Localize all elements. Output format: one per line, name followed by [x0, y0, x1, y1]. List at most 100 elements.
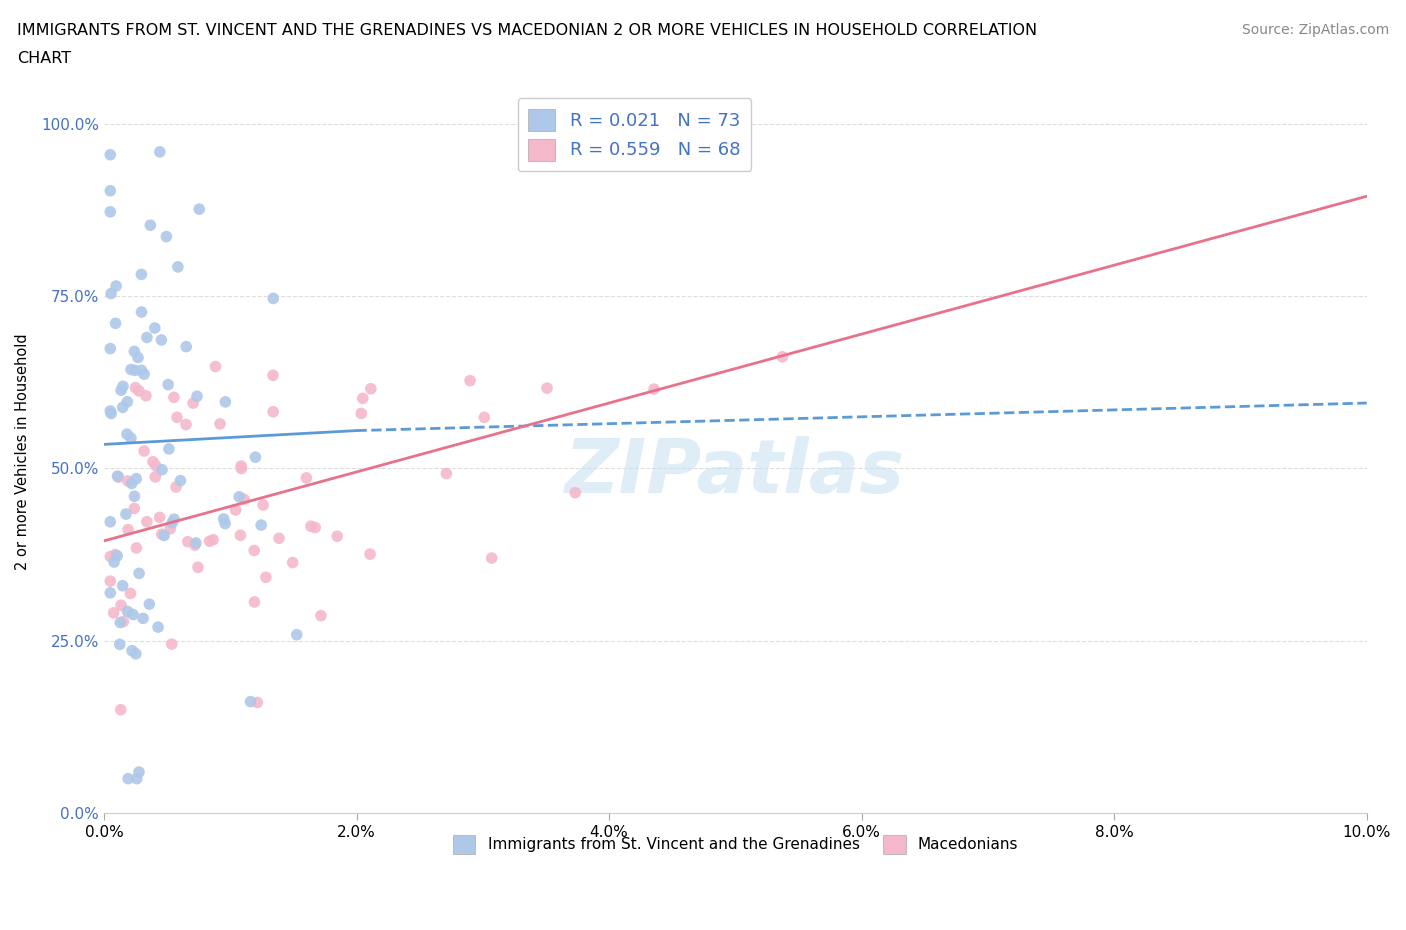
Point: [186, 389, 208, 404]
Point: [231, 461, 253, 476]
Point: [104, 316, 127, 331]
Point: [150, 526, 173, 541]
Point: [229, 528, 252, 543]
Point: [143, 470, 166, 485]
Point: [304, 520, 326, 535]
Point: [643, 381, 665, 396]
Point: [112, 614, 135, 629]
Point: [159, 521, 181, 536]
Point: [121, 476, 143, 491]
Point: [772, 350, 794, 365]
Point: [295, 471, 318, 485]
Point: [124, 489, 146, 504]
Point: [184, 536, 207, 551]
Point: [169, 473, 191, 488]
Point: [165, 480, 187, 495]
Point: [98, 183, 121, 198]
Y-axis label: 2 or more Vehicles in Household: 2 or more Vehicles in Household: [15, 333, 30, 569]
Point: [163, 512, 186, 526]
Point: [98, 404, 121, 418]
Point: [214, 516, 236, 531]
Point: [124, 501, 146, 516]
Point: [243, 594, 266, 609]
Point: [472, 410, 495, 425]
Text: CHART: CHART: [17, 51, 70, 66]
Point: [125, 646, 148, 661]
Point: [132, 611, 155, 626]
Point: [187, 560, 209, 575]
Text: IMMIGRANTS FROM ST. VINCENT AND THE GRENADINES VS MACEDONIAN 2 OR MORE VEHICLES : IMMIGRANTS FROM ST. VINCENT AND THE GREN…: [17, 23, 1038, 38]
Point: [166, 410, 188, 425]
Point: [309, 608, 332, 623]
Point: [198, 534, 221, 549]
Point: [120, 431, 142, 445]
Point: [174, 417, 197, 432]
Point: [262, 291, 284, 306]
Point: [107, 469, 129, 484]
Point: [108, 637, 131, 652]
Point: [155, 229, 177, 244]
Point: [225, 502, 247, 517]
Point: [98, 514, 121, 529]
Point: [100, 286, 122, 301]
Point: [131, 267, 153, 282]
Point: [252, 498, 274, 512]
Point: [434, 466, 457, 481]
Point: [139, 218, 162, 232]
Point: [117, 394, 139, 409]
Point: [150, 333, 173, 348]
Point: [188, 202, 211, 217]
Point: [142, 455, 165, 470]
Point: [128, 764, 150, 779]
Point: [98, 341, 121, 356]
Point: [135, 514, 157, 529]
Point: [127, 350, 149, 365]
Point: [103, 554, 125, 569]
Point: [163, 390, 186, 405]
Point: [121, 644, 143, 658]
Point: [110, 383, 132, 398]
Point: [120, 586, 142, 601]
Point: [239, 694, 262, 709]
Point: [458, 373, 481, 388]
Point: [162, 515, 184, 530]
Point: [117, 473, 139, 488]
Point: [115, 507, 138, 522]
Point: [145, 458, 167, 473]
Point: [111, 578, 134, 593]
Point: [285, 627, 308, 642]
Point: [98, 585, 121, 600]
Point: [146, 619, 169, 634]
Point: [267, 531, 290, 546]
Point: [352, 391, 374, 405]
Point: [98, 574, 121, 589]
Point: [125, 771, 148, 786]
Point: [135, 330, 157, 345]
Point: [105, 549, 128, 564]
Point: [262, 405, 284, 419]
Point: [134, 366, 156, 381]
Point: [281, 555, 304, 570]
Point: [131, 363, 153, 378]
Point: [202, 532, 225, 547]
Point: [98, 205, 121, 219]
Point: [157, 442, 180, 457]
Point: [214, 394, 236, 409]
Point: [157, 377, 180, 392]
Point: [128, 566, 150, 581]
Point: [181, 395, 204, 410]
Point: [254, 570, 277, 585]
Point: [212, 512, 235, 526]
Point: [184, 538, 207, 552]
Point: [105, 279, 128, 294]
Point: [481, 551, 503, 565]
Point: [149, 144, 172, 159]
Point: [125, 540, 148, 555]
Point: [204, 359, 226, 374]
Point: [115, 427, 138, 442]
Point: [360, 381, 382, 396]
Point: [326, 529, 349, 544]
Point: [174, 339, 197, 354]
Point: [233, 492, 256, 507]
Point: [110, 615, 132, 630]
